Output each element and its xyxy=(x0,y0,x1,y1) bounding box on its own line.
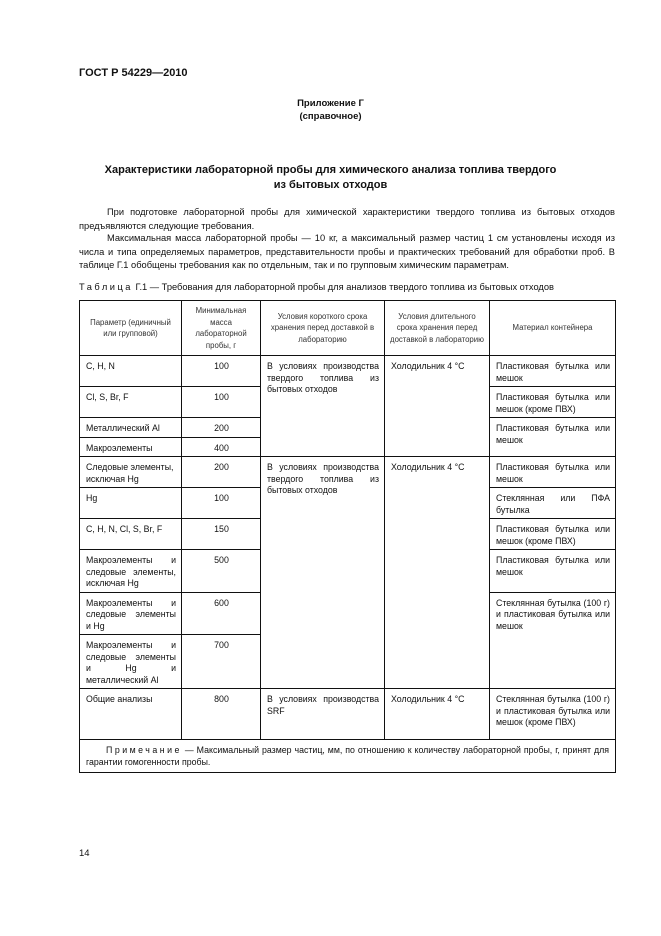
mass-cell: 500 xyxy=(181,549,261,593)
container-cell: Пластиковая бутылка или мешок (кроме ПВХ… xyxy=(489,386,616,418)
param-cell: Макроэлементы и следовые элементы, исклю… xyxy=(79,549,182,593)
table-row: Макроэлементы и следовые элементы, исклю… xyxy=(79,549,616,593)
table-row: Макроэлементы и следовые элементы и Hg 6… xyxy=(79,591,616,689)
paragraph: При подготовке лабораторной пробы для хи… xyxy=(79,207,615,231)
container-cell: Пластиковая бутылка или мешок (кроме ПВХ… xyxy=(489,518,616,550)
container-cell: Пластиковая бутылка или мешок xyxy=(489,549,616,593)
table-row: C, H, N 100 В условиях производства твер… xyxy=(79,355,616,457)
column-header: Условия длительного срока хранения перед… xyxy=(384,300,490,356)
table-caption-label: Таблица xyxy=(79,282,133,292)
table-caption-text: Г.1 — Требования для лабораторной пробы … xyxy=(135,282,554,292)
mass-cell: 100 xyxy=(181,386,261,418)
table-note-label: Примечание xyxy=(106,745,182,755)
mass-cell: 700 xyxy=(181,634,261,689)
document-code: ГОСТ Р 54229—2010 xyxy=(79,67,188,79)
table-note-text: — Максимальный размер частиц, мм, по отн… xyxy=(86,745,609,767)
param-cell: Металлический Al xyxy=(79,417,182,438)
container-cell: Стеклянная бутылка (100 г) и пластиковая… xyxy=(489,688,616,740)
column-header: Материал контейнера xyxy=(489,300,616,356)
section-title-line1: Характеристики лабораторной пробы для хи… xyxy=(104,164,557,176)
page-number: 14 xyxy=(79,848,90,859)
table-header-row: Параметр (единичный или групповой) Миним… xyxy=(79,300,616,356)
param-cell: Общие анализы xyxy=(79,688,182,740)
paragraph: Максимальная масса лабораторной пробы — … xyxy=(79,233,615,270)
container-cell: Пластиковая бутылка или мешок xyxy=(489,355,616,387)
param-cell: Cl, S, Br, F xyxy=(79,386,182,418)
mass-cell: 100 xyxy=(181,487,261,519)
mass-cell: 400 xyxy=(181,436,261,457)
container-cell: Пластиковая бутылка или мешок xyxy=(489,417,616,457)
column-header: Минимальная масса лабораторной пробы, г xyxy=(181,300,261,356)
table-caption: Таблица Г.1 — Требования для лабораторно… xyxy=(79,282,554,292)
param-cell: Макроэлементы и следовые элементы и Hg xyxy=(79,591,182,635)
mass-cell: 100 xyxy=(181,355,261,387)
mass-cell: 200 xyxy=(181,456,261,488)
table-row: Hg 100 Стеклянная или ПФА бутылка xyxy=(79,487,616,519)
section-title-line2: из бытовых отходов xyxy=(273,179,388,191)
mass-cell: 150 xyxy=(181,518,261,550)
column-header: Параметр (единичный или групповой) xyxy=(79,300,182,356)
long-storage-cell: Холодильник 4 °С xyxy=(384,456,490,689)
table-note-row: Примечание — Максимальный размер частиц,… xyxy=(79,739,616,773)
mass-cell: 200 xyxy=(181,417,261,438)
mass-cell: 800 xyxy=(181,688,261,740)
table-row: Общие анализы 800 В условиях производств… xyxy=(79,688,616,740)
table-note: Примечание — Максимальный размер частиц,… xyxy=(79,739,616,773)
param-cell: Макроэлементы и следовые элементы и Hg и… xyxy=(79,634,182,689)
long-storage-cell: Холодильник 4 °С xyxy=(384,355,490,457)
container-cell: Стеклянная или ПФА бутылка xyxy=(489,487,616,519)
short-storage-cell: В условиях производства твердого топлива… xyxy=(260,355,385,457)
param-cell: Макроэлементы xyxy=(79,436,182,457)
param-cell: Hg xyxy=(79,487,182,519)
short-storage-cell: В условиях производства SRF xyxy=(260,688,385,740)
param-cell: C, H, N, Cl, S, Br, F xyxy=(79,518,182,550)
param-cell: C, H, N xyxy=(79,355,182,387)
appendix-title: Приложение Г xyxy=(297,98,364,109)
appendix-note: (справочное) xyxy=(299,111,362,122)
mass-cell: 600 xyxy=(181,591,261,635)
table-row: Следовые элементы, исключая Hg 200 В усл… xyxy=(79,456,616,689)
table-row: Макроэлементы и следовые элементы и Hg и… xyxy=(79,634,616,689)
short-storage-cell: В условиях производства твердого топлива… xyxy=(260,456,385,689)
param-cell: Следовые элементы, исключая Hg xyxy=(79,456,182,488)
long-storage-cell: Холодильник 4 °С xyxy=(384,688,490,740)
table-row: C, H, N, Cl, S, Br, F 150 Пластиковая бу… xyxy=(79,518,616,550)
requirements-table: Параметр (единичный или групповой) Миним… xyxy=(79,300,616,773)
container-cell: Пластиковая бутылка или мешок xyxy=(489,456,616,488)
container-cell: Стеклянная бутылка (100 г) и пластиковая… xyxy=(489,591,616,689)
column-header: Условия короткого срока хранения перед д… xyxy=(260,300,385,356)
